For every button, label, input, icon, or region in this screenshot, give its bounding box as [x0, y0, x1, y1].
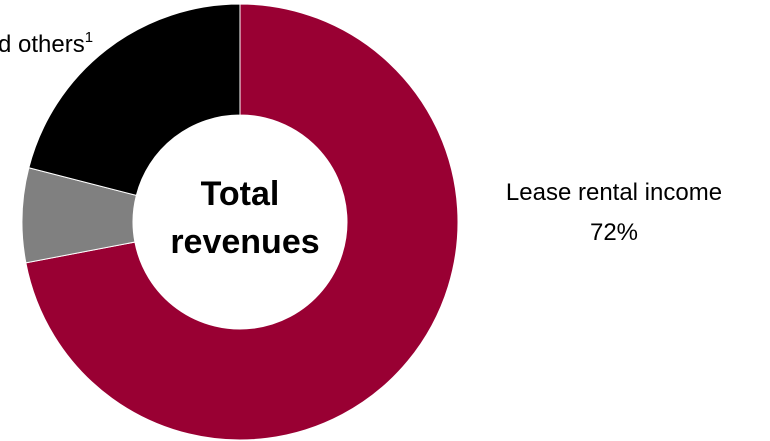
donut-slice-1 [25, 3, 459, 441]
slice-label-others: d others1 [0, 29, 93, 58]
slice-label-others-text: d others [0, 31, 85, 58]
slice-label-lease-rental-income: Lease rental income [506, 179, 722, 206]
slice-label-others-superscript: 1 [85, 29, 93, 46]
donut-slices [21, 3, 459, 441]
center-label-line-2: revenues [170, 223, 319, 261]
slice-value-lease-rental-income: 72% [590, 219, 638, 246]
donut-slice-3 [28, 3, 241, 196]
center-label-line-1: Total [201, 175, 280, 213]
